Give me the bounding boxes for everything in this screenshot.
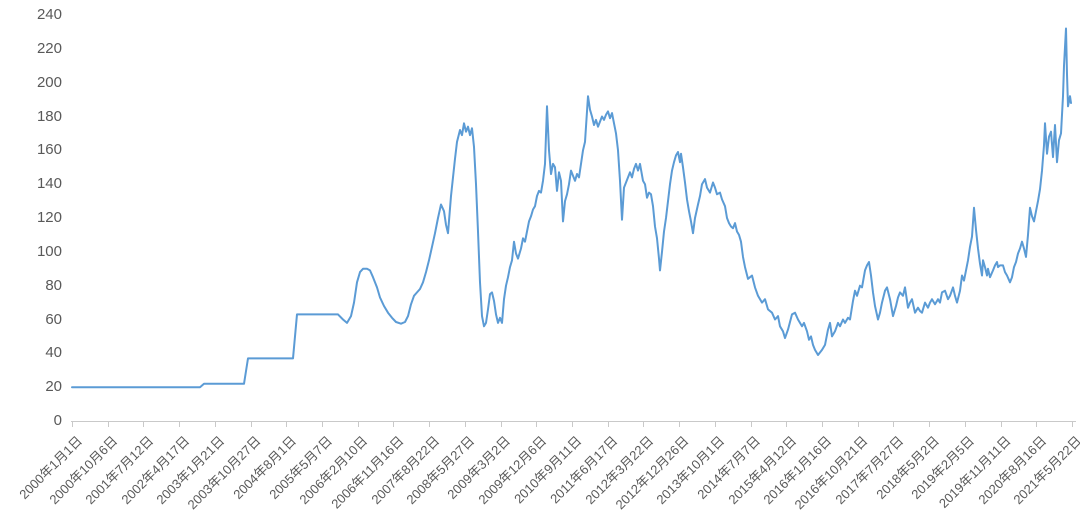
y-axis-label: 20 xyxy=(45,378,62,396)
y-axis-label: 180 xyxy=(36,107,62,125)
y-axis-label: 60 xyxy=(45,310,62,328)
y-axis-label: 240 xyxy=(36,6,62,23)
y-axis-label: 100 xyxy=(36,242,62,260)
y-axis-label: 140 xyxy=(36,175,62,193)
y-axis-label: 220 xyxy=(36,39,62,57)
price-line-series xyxy=(71,27,1072,389)
y-axis-label: 160 xyxy=(36,141,62,159)
y-axis-label: 200 xyxy=(36,73,62,91)
y-axis-label: 0 xyxy=(53,412,62,429)
y-axis-label: 120 xyxy=(36,209,62,226)
y-axis-label: 80 xyxy=(45,276,62,294)
y-axis-label: 40 xyxy=(45,344,62,362)
